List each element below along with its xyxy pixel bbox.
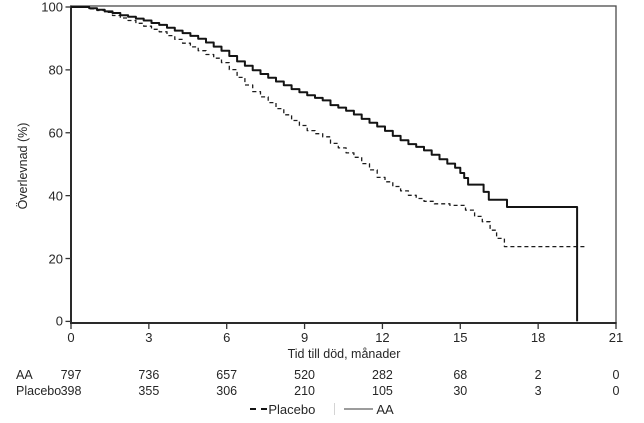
- risk-count-aa: 736: [138, 368, 160, 382]
- risk-row-label-aa: AA: [16, 368, 33, 382]
- risk-count-placebo: 3: [534, 384, 542, 398]
- risk-count-placebo: 30: [453, 384, 468, 398]
- x-tick-label: 9: [300, 330, 309, 345]
- x-tick-label: 6: [223, 330, 231, 345]
- risk-count-aa: 657: [216, 368, 238, 382]
- placebo-dashed-line-sample: [250, 408, 268, 410]
- y-tick-label: 20: [48, 251, 63, 267]
- x-axis-title: Tid till död, månader: [287, 347, 401, 361]
- x-tick-label: 21: [608, 330, 624, 345]
- risk-count-placebo: 210: [294, 384, 315, 398]
- y-tick-label: 80: [48, 62, 63, 78]
- y-tick-label: 40: [48, 188, 63, 204]
- risk-count-placebo: 0: [612, 384, 620, 398]
- legend-divider: [334, 403, 336, 415]
- risk-count-aa: 797: [60, 368, 82, 382]
- y-tick-label: 60: [48, 125, 63, 141]
- risk-count-placebo: 355: [138, 384, 160, 398]
- x-tick-label: 3: [145, 330, 153, 345]
- risk-count-aa: 2: [534, 368, 542, 382]
- risk-count-aa: 68: [453, 368, 468, 382]
- risk-count-aa: 520: [294, 368, 315, 382]
- aa-curve: [71, 6, 579, 322]
- risk-count-placebo: 398: [60, 384, 82, 398]
- risk-row-label-placebo: Placebo: [16, 384, 62, 398]
- x-tick-label: 18: [530, 330, 546, 345]
- placebo-curve: [71, 6, 585, 248]
- x-tick-label: 15: [453, 330, 468, 345]
- y-tick-label: 100: [41, 0, 63, 15]
- risk-count-aa: 0: [612, 368, 620, 382]
- legend-label-placebo: Placebo: [268, 401, 316, 417]
- y-tick-label: 0: [55, 313, 63, 329]
- legend-label-aa: AA: [376, 401, 394, 417]
- axis-lines: [70, 5, 617, 324]
- aa-solid-line-sample: [344, 408, 374, 410]
- x-tick-label: 0: [67, 330, 75, 345]
- legend: Placebo AA: [0, 400, 644, 418]
- x-tick-label: 12: [375, 330, 390, 345]
- risk-count-placebo: 105: [371, 384, 393, 398]
- risk-count-placebo: 306: [216, 384, 238, 398]
- plot-frame: [70, 5, 617, 324]
- risk-count-aa: 282: [371, 368, 393, 382]
- y-axis-title: Överlevnad (%): [16, 122, 30, 210]
